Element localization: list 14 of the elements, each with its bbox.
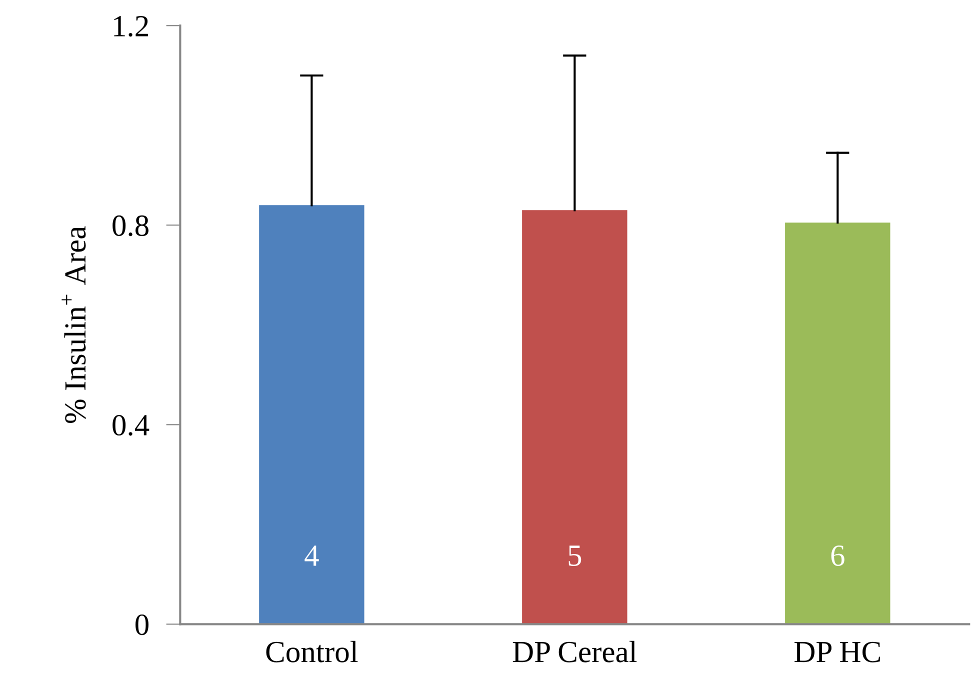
- annotation: 4: [304, 546, 319, 566]
- bar: [259, 205, 364, 624]
- x-tick-label: DP Cereal: [512, 640, 637, 662]
- y-tick-label: 0.8: [112, 215, 148, 236]
- bar: [785, 222, 890, 624]
- annotation: 5: [568, 546, 582, 566]
- y-tick-label: 1.2: [114, 16, 148, 37]
- x-tick-label: Control: [266, 640, 358, 662]
- y-tick-label: 0.4: [112, 414, 150, 436]
- y-axis-title: % Insulin$^{+}$ Area: [62, 226, 86, 423]
- y-tick-label: 0: [136, 614, 148, 636]
- x-tick-label: DP HC: [794, 642, 880, 662]
- bar: [522, 210, 628, 624]
- annotation: 6: [831, 545, 844, 566]
